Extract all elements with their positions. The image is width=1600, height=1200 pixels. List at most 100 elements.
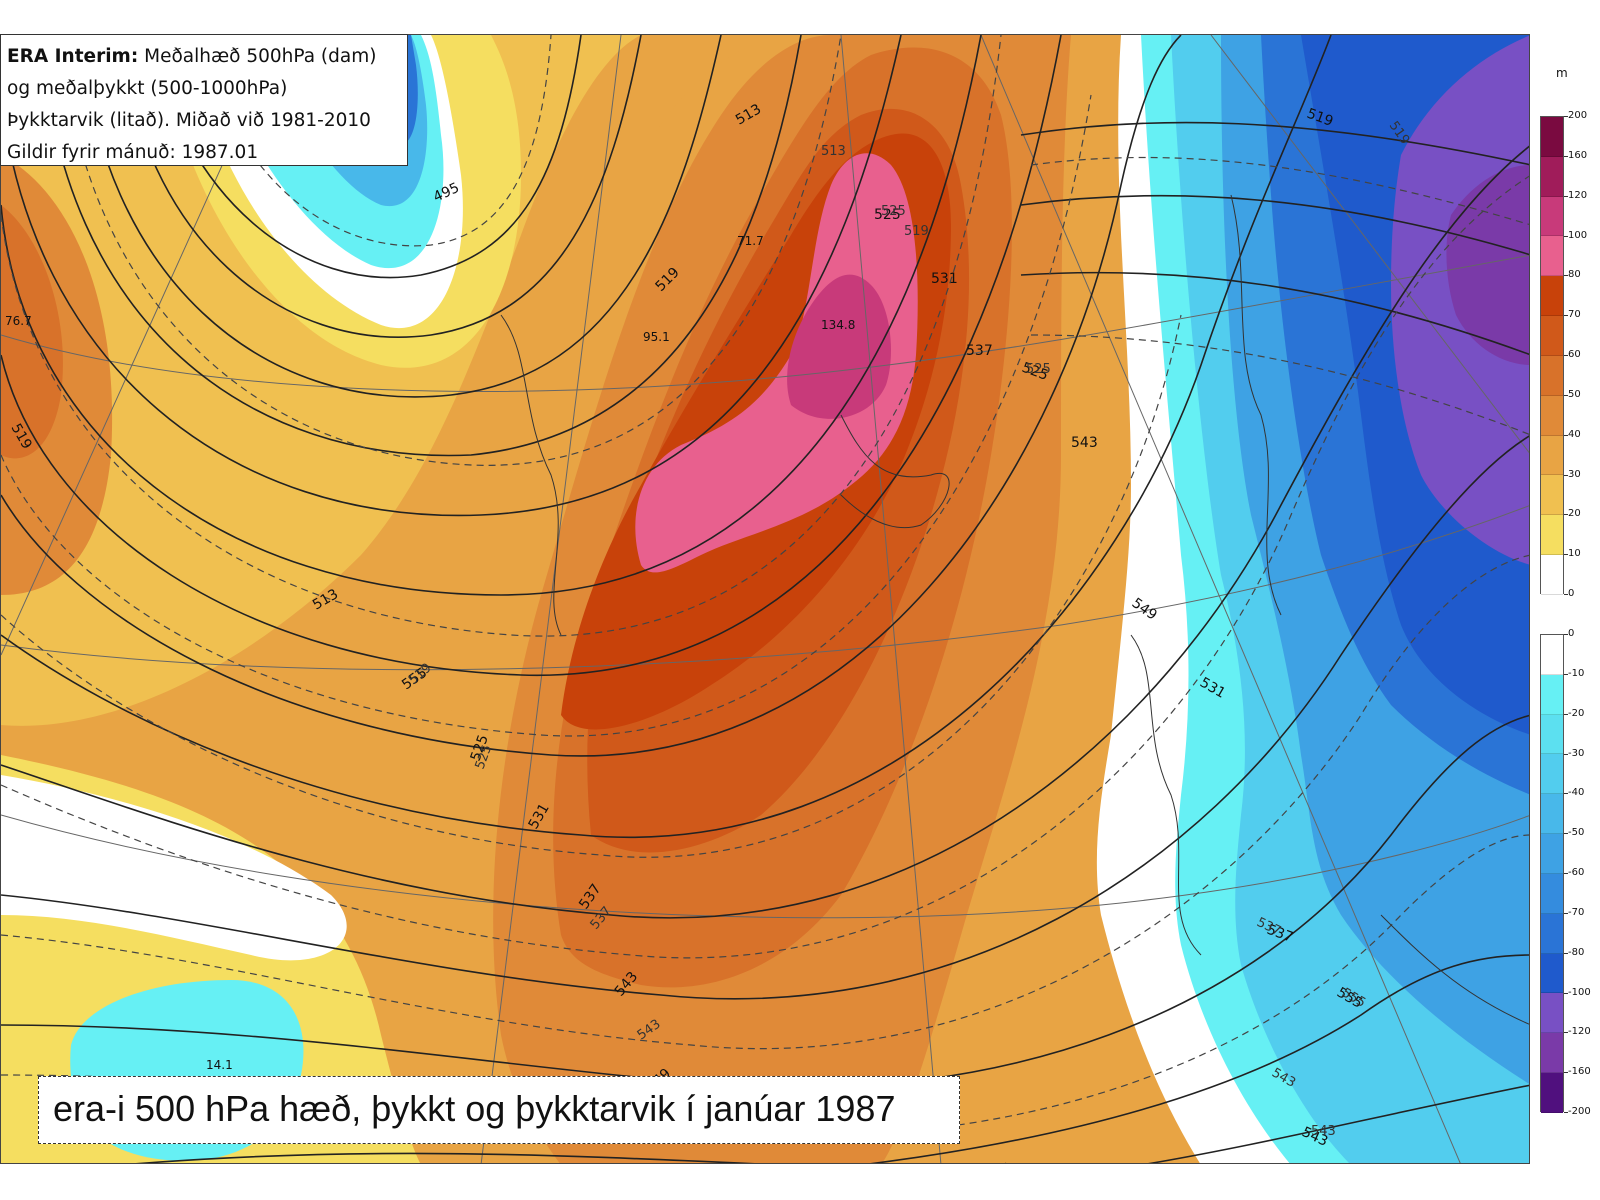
colorbar-positive-segment bbox=[1541, 435, 1563, 476]
extreme-label: 71.7 bbox=[737, 234, 764, 248]
extreme-label: 95.1 bbox=[643, 330, 670, 344]
coastlines bbox=[500, 194, 1529, 1025]
colorbar-negative-tick-mark bbox=[1564, 1072, 1568, 1074]
colorbar-positive-tick-label: 30 bbox=[1568, 468, 1581, 480]
colorbar-positive-tick-label: 60 bbox=[1568, 349, 1581, 360]
caption: era-i 500 hPa hæð, þykkt og þykktarvik í… bbox=[38, 1076, 960, 1144]
colorbar-negative-tick-mark bbox=[1564, 634, 1568, 635]
colorbar-negative-tick-label: -100 bbox=[1568, 986, 1591, 998]
title-line-1: ERA Interim: Meðalhæð 500hPa (dam) bbox=[7, 41, 401, 73]
colorbar-negative-segment bbox=[1541, 873, 1563, 914]
colorbar-negative-tick-mark bbox=[1564, 833, 1568, 835]
colorbar-positive-tick-label: 120 bbox=[1568, 189, 1588, 201]
colorbar-positive-tick-label: 50 bbox=[1568, 388, 1581, 400]
thickness-label: 525 bbox=[881, 204, 906, 219]
colorbar-positive-tick-mark bbox=[1564, 355, 1568, 356]
colorbar-positive-segment bbox=[1541, 196, 1563, 237]
title-source: ERA Interim: bbox=[7, 46, 139, 67]
colorbar-negative-tick-mark bbox=[1564, 793, 1568, 795]
title-variable: Meðalhæð 500hPa (dam) bbox=[138, 46, 377, 67]
colorbar-positive-segment bbox=[1541, 316, 1563, 356]
title-line-2: og meðalþykkt (500-1000hPa) bbox=[7, 78, 288, 99]
colorbar-positive-segment bbox=[1541, 395, 1563, 436]
height-label: 531 bbox=[931, 271, 958, 287]
colorbar-positive-segment bbox=[1541, 515, 1563, 556]
extreme-value-labels: 71.7 95.1 134.8 76.7 14.1 bbox=[5, 234, 855, 1072]
colorbar-positive-tick-mark bbox=[1564, 235, 1568, 237]
colorbar-negative-tick-label: -70 bbox=[1568, 906, 1585, 918]
colorbar-negative-segment bbox=[1541, 993, 1563, 1034]
colorbar-negative-segment bbox=[1541, 953, 1563, 994]
colorbar-negative-tick-mark bbox=[1564, 753, 1568, 755]
colorbar-positive-tick-mark bbox=[1564, 315, 1568, 317]
colorbar-negative-segment bbox=[1541, 714, 1563, 755]
colorbar-positive-tick-mark bbox=[1564, 394, 1568, 396]
colorbar-positive-tick-label: 200 bbox=[1568, 110, 1588, 121]
colorbar-positive-segment bbox=[1541, 355, 1563, 396]
colorbar-positive-segment bbox=[1541, 156, 1563, 197]
colorbar-negative-tick-label: -80 bbox=[1568, 946, 1585, 958]
height-label: 525 bbox=[874, 207, 901, 223]
colorbar-negative-segment bbox=[1541, 1033, 1563, 1074]
title-line-3: Þykktarvik (litað). Miðað við 1981-2010 bbox=[7, 110, 371, 131]
colorbar-negative-tick-label: -30 bbox=[1568, 747, 1585, 759]
thickness-label: 525 bbox=[1026, 362, 1051, 377]
extreme-label: 76.7 bbox=[5, 314, 32, 328]
colorbar-unit: m bbox=[1556, 66, 1568, 80]
colorbar-positive-tick-mark bbox=[1564, 554, 1568, 556]
thickness-label: 513 bbox=[821, 144, 846, 159]
colorbar-positive-tick-label: 160 bbox=[1568, 149, 1588, 161]
colorbar-positive-tick-label: 70 bbox=[1568, 309, 1581, 321]
colorbar-positive-tick-label: 0 bbox=[1568, 588, 1575, 599]
map-panel: 513 519 525 531 537 543 549 555 561 495 … bbox=[0, 34, 1530, 1164]
colorbar-negative-tick-mark bbox=[1564, 1032, 1568, 1034]
colorbar-positive-tick-mark bbox=[1564, 474, 1568, 476]
colorbar-negative-tick-mark bbox=[1564, 1112, 1568, 1113]
colorbar-positive-tick-mark bbox=[1564, 195, 1568, 197]
colorbar-negative-tick-mark bbox=[1564, 952, 1568, 954]
height-label: 543 bbox=[1071, 435, 1098, 451]
colorbar-positive-tick-label: 80 bbox=[1568, 269, 1581, 281]
colorbar-negative bbox=[1540, 634, 1564, 1113]
colorbar-positive-tick-label: 20 bbox=[1568, 508, 1581, 520]
colorbar-negative-segment bbox=[1541, 674, 1563, 715]
colorbar-positive-segment bbox=[1541, 117, 1563, 157]
colorbar-negative-tick-label: 0 bbox=[1568, 628, 1575, 639]
extreme-label: 14.1 bbox=[206, 1058, 233, 1072]
colorbar-negative-tick-label: -60 bbox=[1568, 867, 1585, 878]
colorbar-negative-segment bbox=[1541, 834, 1563, 874]
colorbar-negative-segment bbox=[1541, 754, 1563, 795]
colorbar-negative-tick-mark bbox=[1564, 873, 1568, 874]
colorbar-positive-segment bbox=[1541, 475, 1563, 516]
extreme-label: 134.8 bbox=[821, 318, 855, 332]
colorbar-positive-tick-label: 10 bbox=[1568, 548, 1581, 560]
colorbar-positive-tick-label: 40 bbox=[1568, 428, 1581, 440]
colorbar-negative-tick-label: -20 bbox=[1568, 707, 1585, 719]
colorbar-negative-tick-mark bbox=[1564, 673, 1568, 675]
colorbar-negative-tick-mark bbox=[1564, 713, 1568, 715]
colorbar-negative-tick-label: -10 bbox=[1568, 667, 1585, 679]
anomaly-shading bbox=[1, 35, 1529, 1163]
colorbar-negative-tick-label: -40 bbox=[1568, 787, 1585, 799]
colorbar-negative-tick-label: -50 bbox=[1568, 827, 1585, 839]
thickness-label: 543 bbox=[1311, 1124, 1336, 1139]
colorbar-positive-tick-mark bbox=[1564, 155, 1568, 157]
colorbar-positive-tick-mark bbox=[1564, 594, 1568, 595]
colorbar-negative-segment bbox=[1541, 1073, 1563, 1113]
colorbar-negative-tick-mark bbox=[1564, 992, 1568, 994]
colorbar-negative-tick-mark bbox=[1564, 912, 1568, 914]
thickness-label: 519 bbox=[904, 224, 929, 239]
colorbar-negative-tick-label: -160 bbox=[1568, 1066, 1591, 1078]
colorbar-positive-tick-mark bbox=[1564, 514, 1568, 516]
colorbar-negative-tick-label: -120 bbox=[1568, 1026, 1591, 1038]
colorbar-negative-segment bbox=[1541, 794, 1563, 835]
title-line-4: Gildir fyrir mánuð: 1987.01 bbox=[7, 142, 259, 163]
colorbar-positive-tick-mark bbox=[1564, 116, 1568, 117]
height-label: 537 bbox=[966, 343, 993, 359]
colorbar-positive-segment bbox=[1541, 276, 1563, 317]
colorbar-negative-segment bbox=[1541, 913, 1563, 954]
map-title-box: ERA Interim: Meðalhæð 500hPa (dam) og me… bbox=[0, 34, 408, 166]
colorbar-negative-tick-label: -200 bbox=[1568, 1106, 1591, 1117]
colorbar-positive-tick-label: 100 bbox=[1568, 229, 1588, 241]
colorbar-positive-segment bbox=[1541, 236, 1563, 277]
